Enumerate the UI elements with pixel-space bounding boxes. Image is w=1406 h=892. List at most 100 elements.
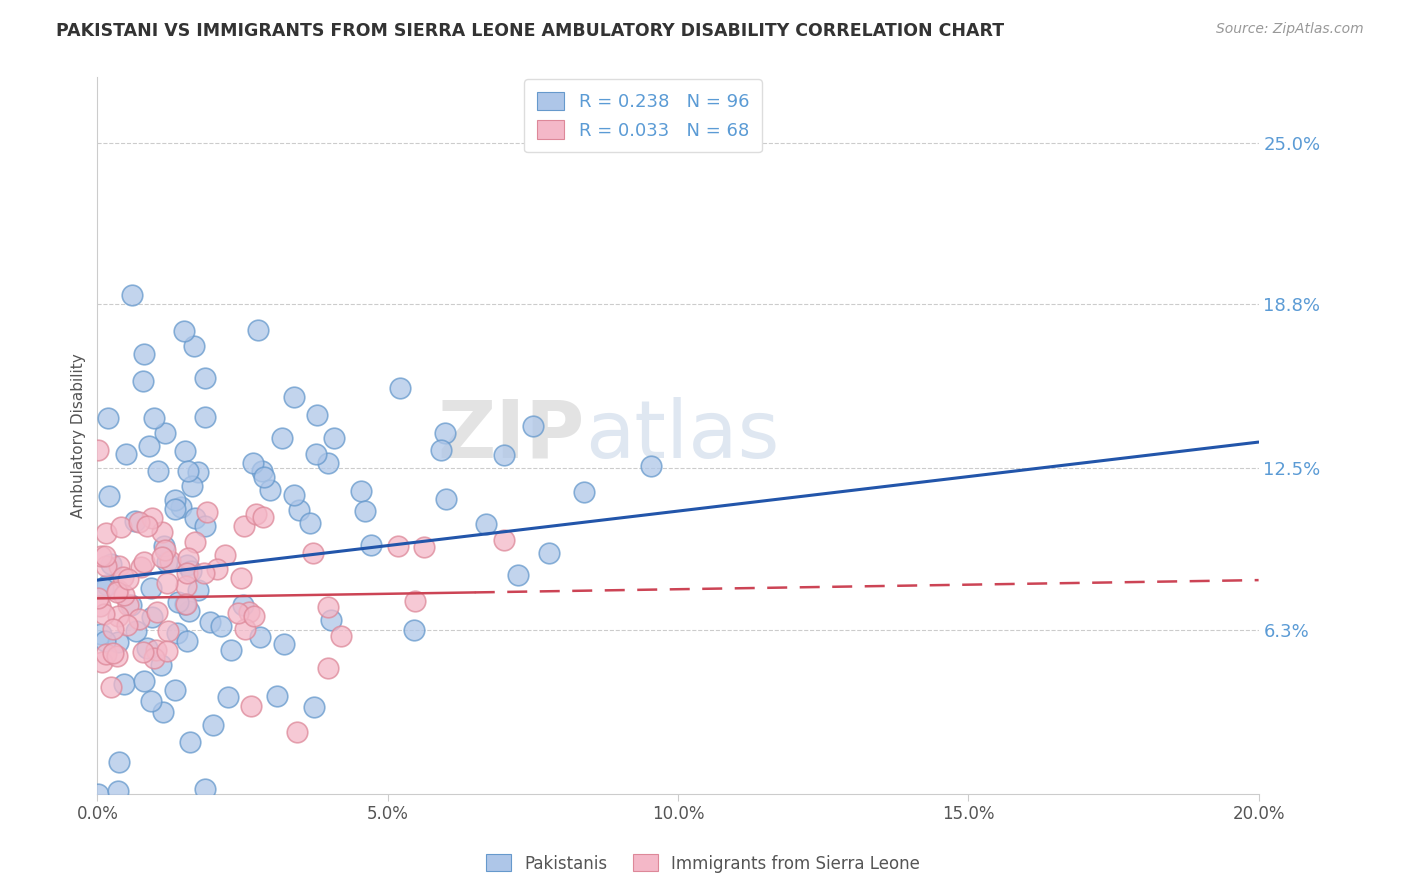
Point: [492, 448, 515, 462]
Point: [298, 516, 321, 531]
Point: [179, 735, 201, 749]
Point: [105, 649, 128, 664]
Point: [193, 566, 215, 581]
Point: [283, 488, 305, 502]
Point: [245, 507, 267, 521]
Point: [253, 470, 276, 484]
Point: [184, 510, 207, 524]
Point: [145, 642, 167, 657]
Point: [107, 635, 129, 649]
Point: [156, 624, 179, 638]
Point: [360, 538, 382, 552]
Point: [155, 543, 177, 558]
Point: [174, 597, 197, 611]
Point: [321, 613, 343, 627]
Text: ZIP: ZIP: [437, 397, 585, 475]
Point: [96, 558, 118, 573]
Point: [259, 483, 281, 498]
Point: [246, 323, 269, 337]
Point: [243, 608, 266, 623]
Point: [434, 492, 457, 507]
Point: [156, 644, 179, 658]
Point: [93, 549, 115, 564]
Point: [266, 690, 288, 704]
Point: [117, 598, 139, 612]
Point: [412, 540, 434, 554]
Point: [148, 464, 170, 478]
Point: [97, 411, 120, 425]
Point: [165, 682, 187, 697]
Point: [142, 651, 165, 665]
Point: [149, 658, 172, 673]
Point: [128, 515, 150, 529]
Point: [150, 524, 173, 539]
Point: [165, 502, 187, 516]
Point: [252, 464, 274, 478]
Point: [128, 612, 150, 626]
Point: [103, 623, 125, 637]
Point: [322, 431, 344, 445]
Point: [318, 457, 340, 471]
Point: [110, 520, 132, 534]
Point: [229, 571, 252, 585]
Point: [125, 624, 148, 638]
Point: [156, 556, 179, 570]
Point: [177, 604, 200, 618]
Point: [117, 617, 139, 632]
Point: [219, 643, 242, 657]
Point: [100, 680, 122, 694]
Point: [353, 503, 375, 517]
Point: [176, 633, 198, 648]
Point: [111, 570, 134, 584]
Point: [134, 347, 156, 361]
Point: [307, 409, 329, 423]
Point: [233, 622, 256, 636]
Point: [209, 619, 232, 633]
Point: [173, 597, 195, 611]
Point: [194, 371, 217, 385]
Point: [143, 410, 166, 425]
Point: [94, 647, 117, 661]
Point: [112, 677, 135, 691]
Point: [176, 558, 198, 573]
Point: [96, 578, 118, 592]
Point: [134, 673, 156, 688]
Point: [217, 690, 239, 704]
Point: [214, 548, 236, 562]
Point: [156, 576, 179, 591]
Point: [640, 458, 662, 473]
Point: [87, 443, 110, 458]
Point: [205, 561, 228, 575]
Point: [194, 781, 217, 796]
Point: [176, 551, 198, 566]
Point: [301, 546, 323, 560]
Point: [180, 564, 202, 578]
Point: [404, 594, 426, 608]
Point: [153, 426, 176, 441]
Point: [238, 605, 260, 619]
Point: [350, 483, 373, 498]
Legend: Pakistanis, Immigrants from Sierra Leone: Pakistanis, Immigrants from Sierra Leone: [479, 847, 927, 880]
Point: [173, 324, 195, 338]
Point: [388, 381, 411, 395]
Point: [183, 534, 205, 549]
Point: [117, 572, 139, 586]
Point: [285, 725, 308, 739]
Point: [107, 608, 129, 623]
Point: [252, 509, 274, 524]
Point: [176, 464, 198, 478]
Point: [270, 431, 292, 445]
Point: [183, 339, 205, 353]
Point: [94, 633, 117, 648]
Point: [153, 539, 176, 553]
Point: [138, 439, 160, 453]
Point: [404, 624, 426, 638]
Point: [194, 409, 217, 424]
Legend: R = 0.238   N = 96, R = 0.033   N = 68: R = 0.238 N = 96, R = 0.033 N = 68: [524, 79, 762, 153]
Point: [226, 606, 249, 620]
Point: [430, 442, 453, 457]
Point: [537, 546, 560, 560]
Point: [434, 426, 457, 441]
Point: [201, 718, 224, 732]
Point: [522, 418, 544, 433]
